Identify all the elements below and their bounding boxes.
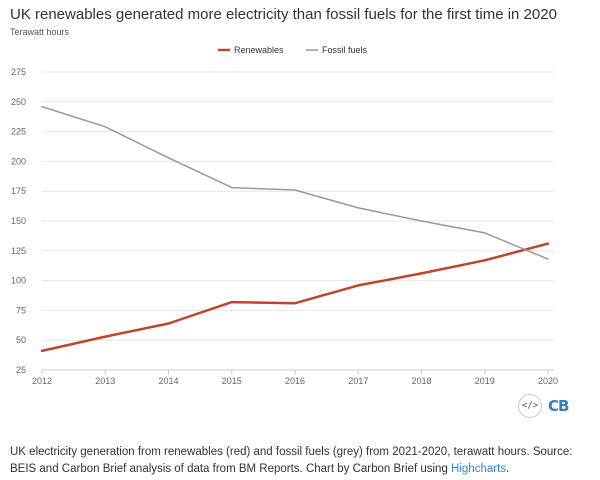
caption-text: UK electricity generation from renewable… [10,446,573,475]
y-tick-label-25: 25 [16,365,26,375]
x-tick-label-2014: 2014 [158,376,178,386]
embed-code-icon[interactable]: </> [518,394,542,418]
x-tick-label-2013: 2013 [95,376,115,386]
x-tick-label-2012: 2012 [32,376,52,386]
chart-title: UK renewables generated more electricity… [10,6,557,23]
x-tick-label-2019: 2019 [475,376,495,386]
series-line-fossil-fuels [41,105,549,260]
x-tick-label-2018: 2018 [411,376,431,386]
y-tick-label-225: 225 [11,127,26,137]
x-tick-label-2020: 2020 [538,376,558,386]
highcharts-link[interactable]: Highcharts [451,463,507,475]
y-tick-label-100: 100 [11,276,26,286]
y-tick-label-50: 50 [16,335,26,345]
legend-label-fossil-fuels: Fossil fuels [322,45,368,55]
y-tick-label-200: 200 [11,156,26,166]
footer-logo-group: </> CB [518,394,569,418]
chart-subtitle: Terawatt hours [10,27,70,37]
legend-label-renewables: Renewables [234,45,284,55]
x-tick-label-2015: 2015 [222,376,242,386]
chart-caption: UK electricity generation from renewable… [10,444,590,478]
y-tick-label-125: 125 [11,246,26,256]
caption-end: . [506,463,510,475]
y-tick-label-150: 150 [11,216,26,226]
x-tick-label-2016: 2016 [285,376,305,386]
series-line-renewables [40,242,550,353]
x-tick-label-2017: 2017 [348,376,368,386]
y-tick-label-75: 75 [16,305,26,315]
y-tick-label-175: 175 [11,186,26,196]
carbon-brief-logo: CB [548,397,569,415]
line-chart: 25 50 75 100 125 150 175 200 225 250 275 2012 2013 20… [11,45,558,386]
y-tick-label-250: 250 [11,97,26,107]
y-tick-label-275: 275 [11,67,26,77]
